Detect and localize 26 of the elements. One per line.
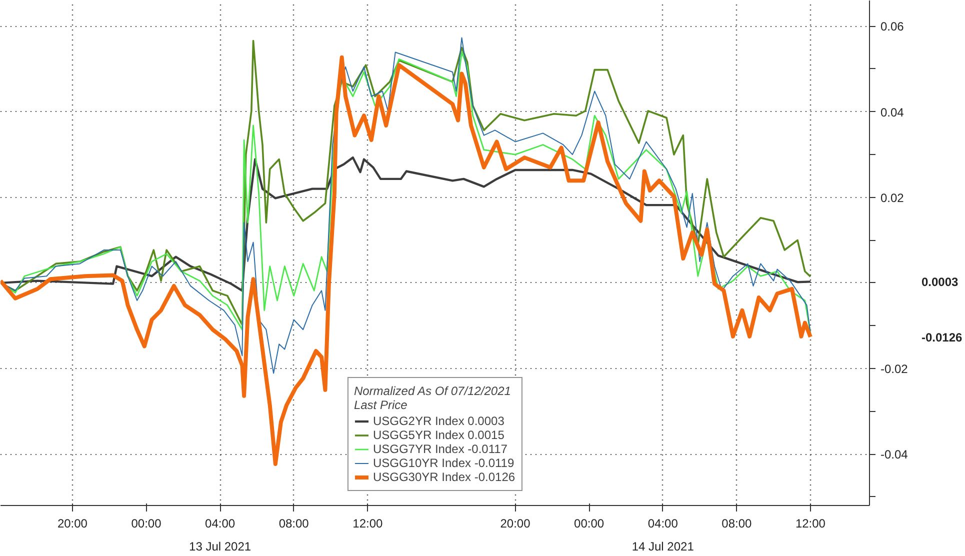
legend-label: USGG10YR Index -0.0119 — [372, 456, 514, 470]
y-tick-label: -0.04 — [880, 448, 908, 462]
legend-title: Normalized As Of 07/12/2021 Last Price — [354, 384, 512, 412]
x-tick-label: 12:00 — [352, 516, 383, 530]
x-tick-label: 12:00 — [795, 516, 826, 530]
y-tick-label: 0.04 — [880, 105, 904, 120]
x-tick-label: 20:00 — [500, 516, 531, 530]
legend-label: USGG7YR Index -0.0117 — [372, 442, 508, 456]
legend-label: USGG30YR Index -0.0126 — [372, 470, 516, 484]
x-tick-label: 08:00 — [722, 516, 752, 530]
x-tick-label: 00:00 — [131, 516, 162, 530]
legend-label: USGG5YR Index 0.0015 — [372, 428, 504, 442]
legend-label: USGG2YR Index 0.0003 — [372, 414, 504, 428]
text: 14 Jul 2021 — [632, 540, 694, 554]
text: 13 Jul 2021 — [189, 540, 252, 554]
x-tick-label: 20:00 — [57, 516, 88, 530]
y-tick-label: 0.06 — [880, 20, 904, 34]
y-tick-label: -0.02 — [880, 362, 908, 376]
x-tick-label: 04:00 — [648, 516, 678, 530]
text: 0.0003 — [922, 275, 959, 290]
y-tick-label: 0.02 — [880, 190, 904, 205]
x-tick-label: 04:00 — [205, 516, 236, 530]
x-tick-label: 00:00 — [574, 516, 604, 530]
x-tick-label: 08:00 — [278, 516, 310, 530]
line-series — [0, 55, 812, 466]
text: -0.0126 — [922, 330, 963, 344]
